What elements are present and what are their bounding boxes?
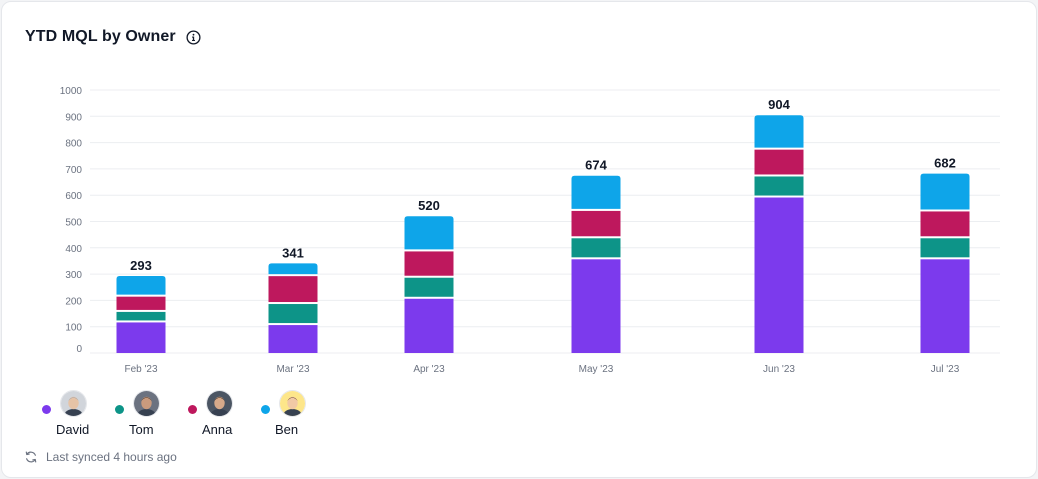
- x-tick-label: Mar '23: [276, 364, 309, 375]
- legend-label: Tom: [129, 422, 154, 437]
- info-circle-icon[interactable]: [186, 29, 201, 45]
- x-tick-label: Feb '23: [124, 364, 157, 375]
- bar-segment-david: [920, 259, 970, 353]
- avatar: [206, 390, 233, 417]
- bar-segment-david: [571, 259, 621, 353]
- legend-color-dot: [115, 405, 124, 414]
- bar-segment-ben: [920, 173, 970, 210]
- bar-total-label: 674: [585, 158, 607, 173]
- chart-legend: David Tom Anna Ben: [38, 390, 330, 440]
- bar-segment-ben: [116, 275, 166, 295]
- bar-segment-ben: [268, 263, 318, 275]
- bar-segment-anna: [754, 149, 804, 175]
- y-tick-label: 700: [65, 165, 82, 176]
- last-synced-text: Last synced 4 hours ago: [46, 450, 177, 464]
- y-tick-label: 900: [65, 112, 82, 123]
- stacked-bar-chart: 0 100 200 300 400 500 600 700 800 900 1000 293 Feb '…: [60, 86, 1000, 375]
- y-tick-label: 100: [65, 323, 82, 334]
- bar-segment-anna: [268, 276, 318, 303]
- y-tick-label: 200: [65, 296, 82, 307]
- legend-item-tom[interactable]: Tom: [111, 390, 184, 440]
- bar-total-label: 904: [768, 97, 790, 112]
- bar-segment-anna: [116, 296, 166, 310]
- legend-item-anna[interactable]: Anna: [184, 390, 257, 440]
- y-tick-label: 600: [65, 191, 82, 202]
- bar-segment-tom: [920, 238, 970, 258]
- bar-segment-tom: [571, 238, 621, 258]
- legend-item-david[interactable]: David: [38, 390, 111, 440]
- y-tick-label: 1000: [60, 86, 83, 97]
- x-tick-label: May '23: [579, 364, 614, 375]
- card-header: YTD MQL by Owner: [25, 28, 201, 46]
- sync-status: Last synced 4 hours ago: [24, 450, 177, 464]
- bar-segment-ben: [571, 175, 621, 209]
- x-tick-label: Jun '23: [763, 364, 795, 375]
- bar-segment-anna: [571, 210, 621, 237]
- bar-segment-ben: [754, 115, 804, 148]
- y-tick-label: 300: [65, 270, 82, 281]
- bar-total-label: 520: [418, 198, 440, 213]
- bar-segment-tom: [404, 277, 454, 297]
- bar-segment-david: [116, 322, 166, 353]
- bar-segment-anna: [920, 211, 970, 237]
- bar-segment-anna: [404, 251, 454, 276]
- bar-segment-tom: [754, 176, 804, 196]
- chart-title: YTD MQL by Owner: [25, 28, 176, 45]
- bar-segment-david: [754, 197, 804, 353]
- bar-segment-david: [404, 298, 454, 353]
- bar-segment-david: [268, 325, 318, 353]
- avatar: [279, 390, 306, 417]
- legend-label: David: [56, 422, 90, 437]
- legend-label: Anna: [202, 422, 233, 437]
- bar-total-label: 341: [282, 245, 304, 260]
- legend-color-dot: [261, 405, 270, 414]
- refresh-icon[interactable]: [24, 450, 38, 464]
- legend-label: Ben: [275, 422, 299, 437]
- legend-color-dot: [188, 405, 197, 414]
- bar-segment-tom: [116, 311, 166, 321]
- bar-segment-tom: [268, 304, 318, 324]
- legend-color-dot: [42, 405, 51, 414]
- x-tick-label: Jul '23: [931, 364, 960, 375]
- avatar: [60, 390, 87, 417]
- y-tick-label: 0: [76, 344, 82, 355]
- x-tick-label: Apr '23: [413, 364, 445, 375]
- y-tick-label: 500: [65, 218, 82, 229]
- y-tick-label: 400: [65, 244, 82, 255]
- bar-total-label: 293: [130, 258, 152, 273]
- y-tick-label: 800: [65, 139, 82, 150]
- bar-segment-ben: [404, 216, 454, 250]
- avatar: [133, 390, 160, 417]
- bar-total-label: 682: [934, 156, 956, 171]
- legend-item-ben[interactable]: Ben: [257, 390, 330, 440]
